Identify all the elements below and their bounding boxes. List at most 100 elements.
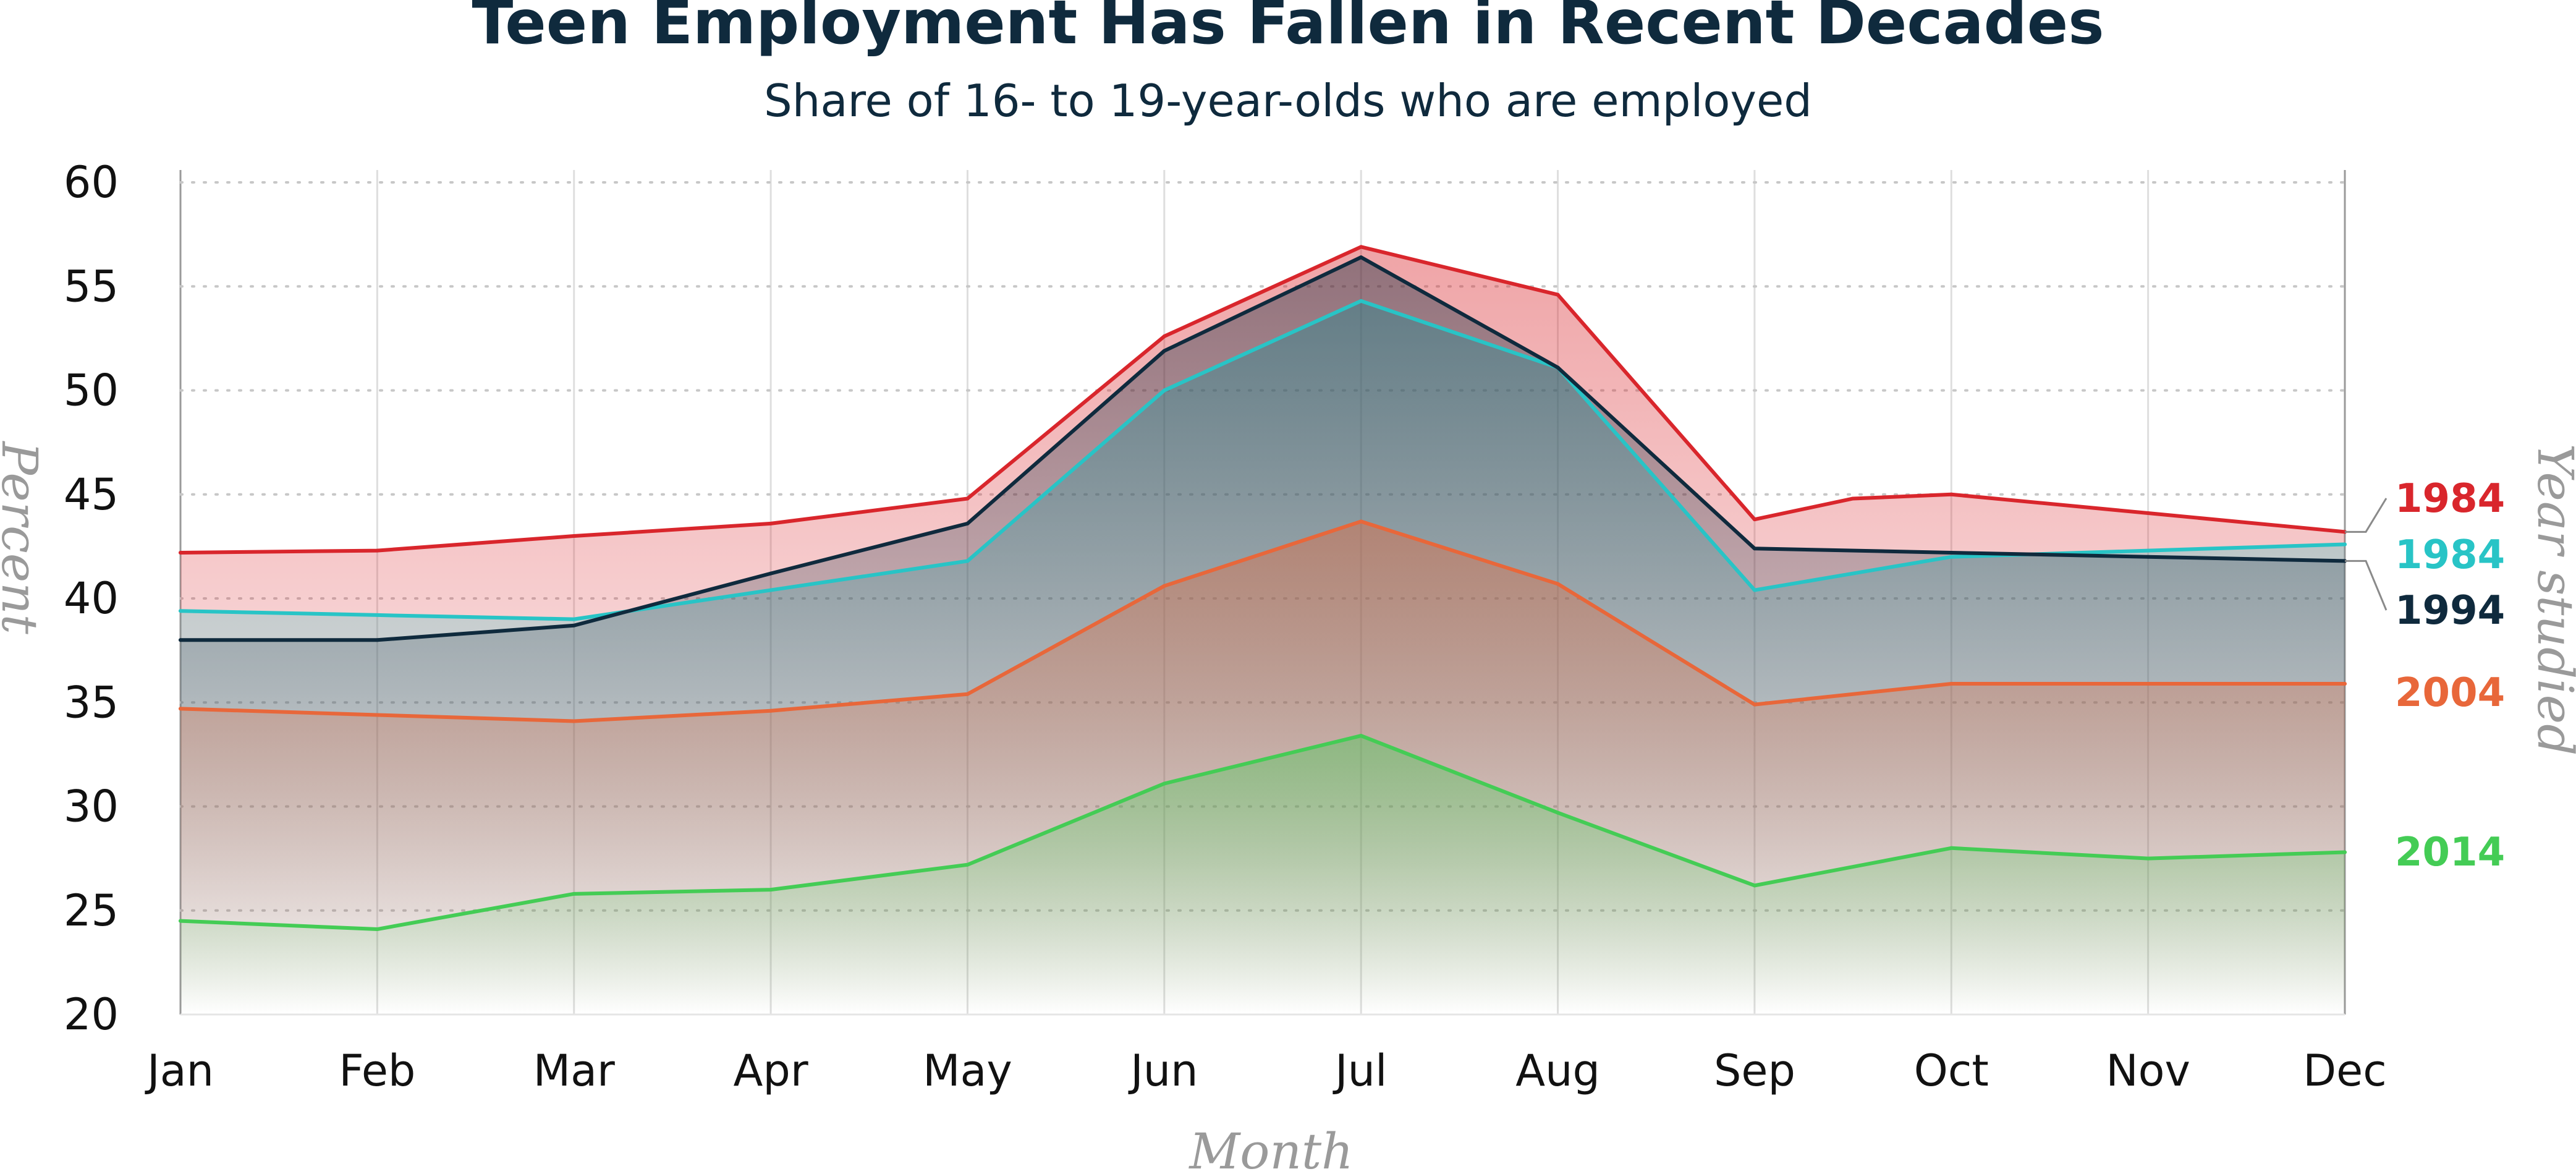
chart-title: Teen Employment Has Fallen in Recent Dec… xyxy=(472,0,2104,58)
x-tick-label-jul: Jul xyxy=(1332,1045,1387,1096)
legend-title: Year studied xyxy=(2527,444,2576,756)
x-tick-label-mar: Mar xyxy=(533,1045,615,1096)
data-point-1994-2-5 xyxy=(1162,349,1166,353)
data-point-1984-0-4 xyxy=(965,496,970,501)
series-label-2014-4: 2014 xyxy=(2395,830,2505,875)
data-point-2004-3-10 xyxy=(2146,681,2150,686)
series-label-1984-1: 1984 xyxy=(2395,532,2505,578)
data-point-2014-4-1 xyxy=(375,927,379,932)
data-point-2004-3-11 xyxy=(2343,681,2347,686)
data-point-2014-4-6 xyxy=(1359,734,1363,738)
data-point-2004-3-8 xyxy=(1752,702,1756,707)
series-area-2014-4 xyxy=(180,736,2345,1014)
x-tick-label-dec: Dec xyxy=(2303,1045,2386,1096)
data-point-1994-2-4 xyxy=(965,521,970,525)
data-point-2014-4-10 xyxy=(2146,856,2150,861)
y-tick-label-60: 60 xyxy=(64,157,119,208)
series-label-1984-0: 1984 xyxy=(2395,476,2505,522)
data-point-1984-0-5 xyxy=(1162,334,1166,339)
leader-line-1994-2 xyxy=(2345,559,2387,611)
x-axis-label: Month xyxy=(1188,1123,1353,1174)
y-tick-label-25: 25 xyxy=(64,885,119,936)
data-point-1984-0-2 xyxy=(572,534,576,538)
series-line-1994-2 xyxy=(179,255,2347,642)
x-axis-ticks: Jan Feb Mar Apr May Jun Jul Aug Sep Oct Nov Dec xyxy=(145,1045,2387,1096)
data-point-1994-2-8 xyxy=(1752,547,1756,551)
x-tick-label-jan: Jan xyxy=(145,1045,214,1096)
data-point-2014-4-8 xyxy=(1752,883,1756,888)
series-label-1994-2: 1994 xyxy=(2395,588,2505,634)
y-tick-label-45: 45 xyxy=(64,469,119,520)
data-point-1984-0-7 xyxy=(1556,292,1560,297)
x-tick-label-may: May xyxy=(923,1045,1012,1096)
series-line-2004-3 xyxy=(179,519,2347,723)
data-point-1984-1-11 xyxy=(2343,542,2347,547)
data-point-2014-4-2 xyxy=(572,891,576,896)
x-tick-label-feb: Feb xyxy=(339,1045,415,1096)
data-point-1984-1-8 xyxy=(1752,588,1756,592)
data-point-2004-3-0 xyxy=(179,707,182,711)
data-point-1994-2-7 xyxy=(1556,365,1560,370)
y-tick-label-30: 30 xyxy=(64,781,119,832)
y-tick-label-55: 55 xyxy=(64,261,119,312)
data-point-1984-1-2 xyxy=(572,617,576,621)
y-tick-label-35: 35 xyxy=(64,677,119,728)
data-point-1994-2-9 xyxy=(1949,550,1954,555)
data-point-2004-3-2 xyxy=(572,719,576,723)
data-point-1984-0-11 xyxy=(2146,511,2150,516)
data-point-2014-4-11 xyxy=(2343,850,2347,854)
data-point-2004-3-4 xyxy=(965,692,970,696)
chart-subtitle: Share of 16- to 19-year-olds who are emp… xyxy=(764,75,1812,127)
leader-line-1984-0 xyxy=(2345,498,2387,533)
series-lines xyxy=(179,245,2347,932)
data-point-1994-2-6 xyxy=(1359,255,1363,260)
data-point-1984-1-10 xyxy=(2146,548,2150,553)
data-point-2004-3-9 xyxy=(1949,681,1954,686)
data-point-1994-2-10 xyxy=(2146,555,2150,559)
x-tick-label-apr: Apr xyxy=(734,1045,808,1096)
data-point-1984-0-10 xyxy=(1949,492,1954,496)
data-point-2004-3-1 xyxy=(375,713,379,717)
data-point-1984-1-1 xyxy=(375,613,379,617)
series-line-1984-1 xyxy=(179,299,2347,621)
series-areas xyxy=(180,247,2345,1015)
data-point-1984-0-3 xyxy=(769,521,773,525)
data-point-1994-2-0 xyxy=(179,638,182,642)
y-axis-label: Percent xyxy=(0,440,48,634)
data-point-1984-1-6 xyxy=(1359,299,1363,303)
y-tick-label-20: 20 xyxy=(64,989,119,1040)
x-tick-label-aug: Aug xyxy=(1515,1045,1600,1096)
data-point-2014-4-9 xyxy=(1949,846,1954,850)
x-tick-label-oct: Oct xyxy=(1914,1045,1989,1096)
data-point-2014-4-4 xyxy=(965,862,970,867)
data-point-2004-3-6 xyxy=(1359,519,1363,524)
data-point-2004-3-5 xyxy=(1162,584,1166,588)
x-tick-label-nov: Nov xyxy=(2106,1045,2190,1096)
data-point-1984-0-6 xyxy=(1359,245,1363,249)
data-point-2014-4-0 xyxy=(179,919,182,923)
data-point-1994-2-3 xyxy=(769,571,773,576)
data-point-1984-0-9 xyxy=(1851,496,1855,501)
series-labels: 1984 1984 1994 2004 2014 xyxy=(2345,476,2505,875)
x-tick-label-sep: Sep xyxy=(1714,1045,1795,1096)
y-axis-ticks: 20 25 30 35 40 45 50 55 60 xyxy=(64,157,119,1040)
data-point-1994-2-2 xyxy=(572,623,576,627)
series-label-2004-3: 2004 xyxy=(2395,670,2505,716)
data-point-1984-1-5 xyxy=(1162,388,1166,393)
data-point-1984-1-3 xyxy=(769,588,773,592)
x-tick-label-jun: Jun xyxy=(1128,1045,1198,1096)
data-point-2004-3-3 xyxy=(769,708,773,713)
data-point-1984-1-9 xyxy=(1949,555,1954,559)
data-point-2014-4-3 xyxy=(769,888,773,892)
data-point-1984-0-1 xyxy=(375,548,379,553)
data-point-1994-2-1 xyxy=(375,638,379,642)
series-line-2014-4 xyxy=(179,734,2347,932)
data-point-1984-1-0 xyxy=(179,609,182,613)
y-tick-label-40: 40 xyxy=(64,573,119,624)
data-point-1984-0-8 xyxy=(1752,517,1756,522)
y-tick-label-50: 50 xyxy=(64,365,119,416)
data-point-2014-4-5 xyxy=(1162,781,1166,786)
data-point-2014-4-7 xyxy=(1556,810,1560,815)
data-point-1984-1-4 xyxy=(965,559,970,563)
